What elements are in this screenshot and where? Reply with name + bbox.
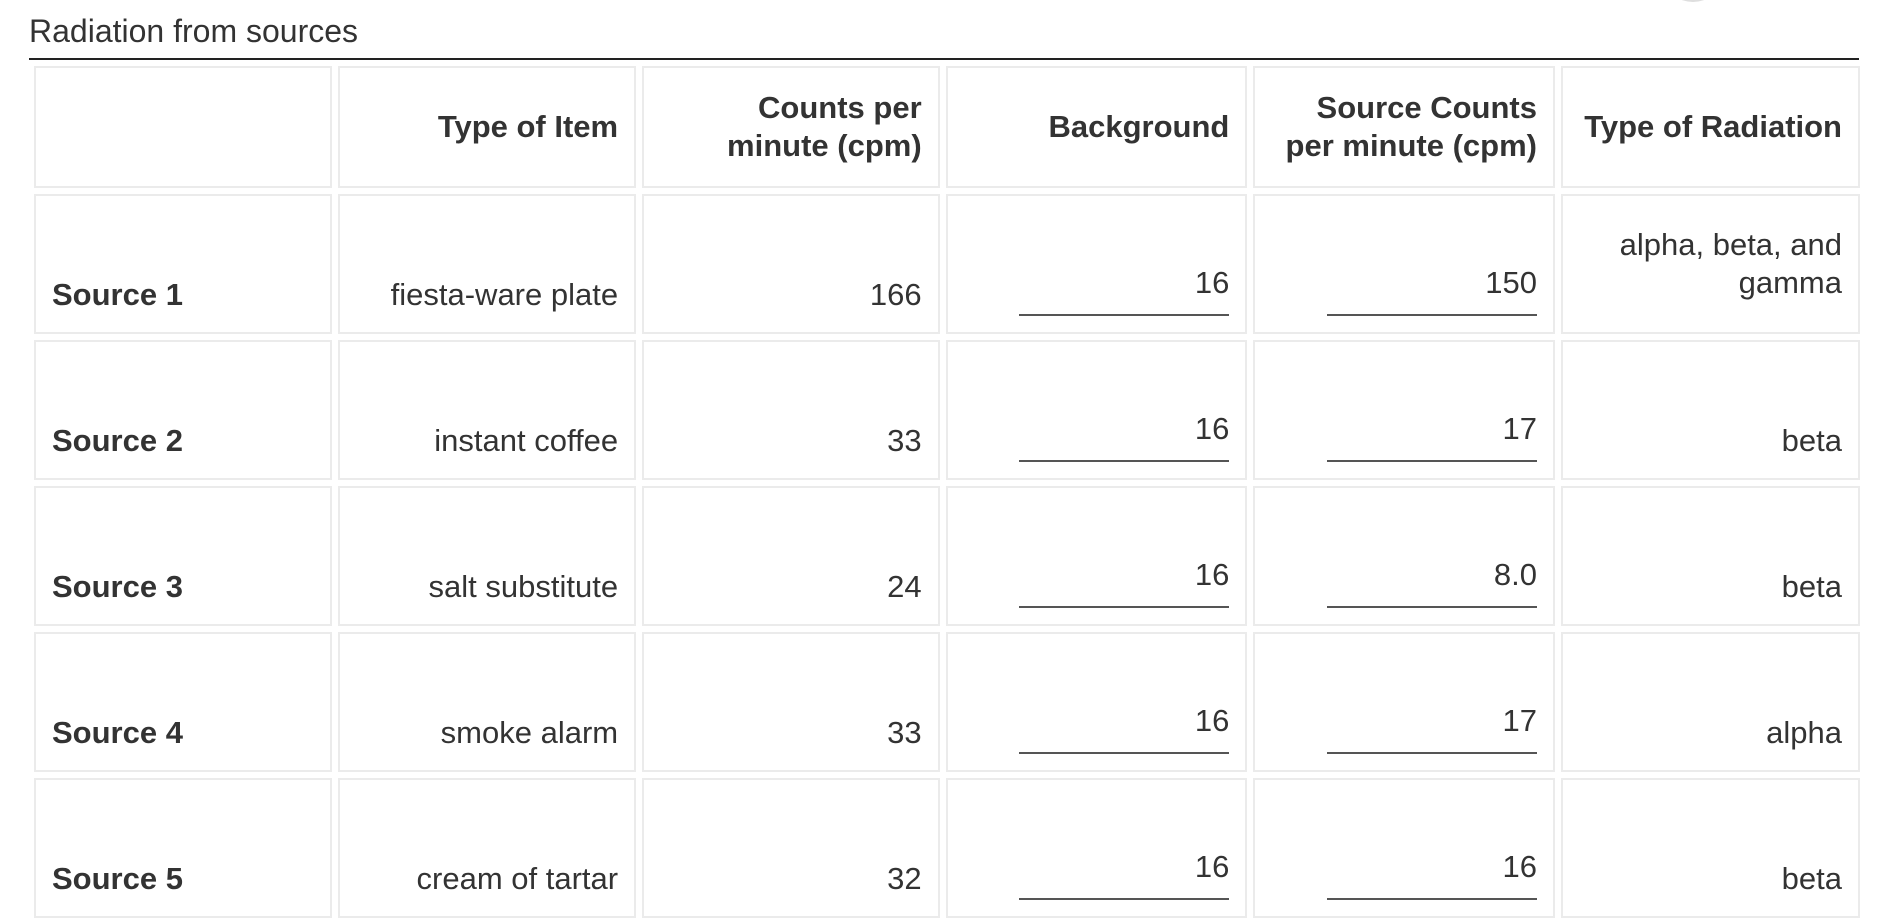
background-cell: 16 [945,486,1248,626]
corner-decoration [1667,0,1719,2]
table-row: Source 3 salt substitute 24 16 8.0 beta [34,486,1860,626]
source-cpm-cell: 17 [1253,340,1555,480]
item-cell: fiesta-ware plate [337,194,637,334]
header-row: Type of Item Counts per minute (cpm) Bac… [34,66,1860,188]
source-cpm-cell: 8.0 [1253,486,1555,626]
row-label: Source 2 [34,340,332,480]
source-cpm-answer-field[interactable]: 150 [1327,264,1537,316]
cpm-cell: 32 [642,778,940,918]
item-cell: salt substitute [337,486,637,626]
header-row-label [34,66,332,188]
background-answer-field[interactable]: 16 [1019,556,1230,608]
radiation-cell: beta [1561,778,1860,918]
table-row: Source 1 fiesta-ware plate 166 16 150 al… [34,194,1860,334]
section-title: Radiation from sources [29,0,1859,60]
source-cpm-answer-field[interactable]: 17 [1327,702,1537,754]
radiation-section: Radiation from sources Type of Item Coun… [29,0,1860,924]
cpm-cell: 33 [642,632,940,772]
radiation-cell: beta [1561,340,1860,480]
radiation-table: Type of Item Counts per minute (cpm) Bac… [28,60,1866,924]
background-cell: 16 [945,778,1248,918]
source-cpm-answer-field[interactable]: 16 [1327,848,1537,900]
background-cell: 16 [945,194,1248,334]
source-cpm-cell: 16 [1253,778,1555,918]
cpm-cell: 33 [642,340,940,480]
background-answer-field[interactable]: 16 [1019,848,1230,900]
radiation-cell: alpha, beta, and gamma [1561,194,1860,334]
item-cell: cream of tartar [337,778,637,918]
source-cpm-answer-field[interactable]: 17 [1327,410,1537,462]
background-answer-field[interactable]: 16 [1019,410,1230,462]
background-cell: 16 [945,632,1248,772]
source-cpm-answer-field[interactable]: 8.0 [1327,556,1537,608]
background-answer-field[interactable]: 16 [1019,264,1230,316]
table-row: Source 2 instant coffee 33 16 17 beta [34,340,1860,480]
header-counts-per-minute: Counts per minute (cpm) [642,66,940,188]
row-label: Source 5 [34,778,332,918]
row-label: Source 3 [34,486,332,626]
header-source-counts: Source Counts per minute (cpm) [1253,66,1555,188]
source-cpm-cell: 150 [1253,194,1555,334]
radiation-cell: beta [1561,486,1860,626]
cpm-cell: 24 [642,486,940,626]
cpm-cell: 166 [642,194,940,334]
radiation-cell: alpha [1561,632,1860,772]
table-row: Source 4 smoke alarm 33 16 17 alpha [34,632,1860,772]
item-cell: instant coffee [337,340,637,480]
background-cell: 16 [945,340,1248,480]
item-cell: smoke alarm [337,632,637,772]
table-row: Source 5 cream of tartar 32 16 16 beta [34,778,1860,918]
row-label: Source 1 [34,194,332,334]
header-type-of-item: Type of Item [337,66,637,188]
source-cpm-cell: 17 [1253,632,1555,772]
row-label: Source 4 [34,632,332,772]
header-type-of-radiation: Type of Radiation [1561,66,1860,188]
header-background: Background [945,66,1248,188]
background-answer-field[interactable]: 16 [1019,702,1230,754]
